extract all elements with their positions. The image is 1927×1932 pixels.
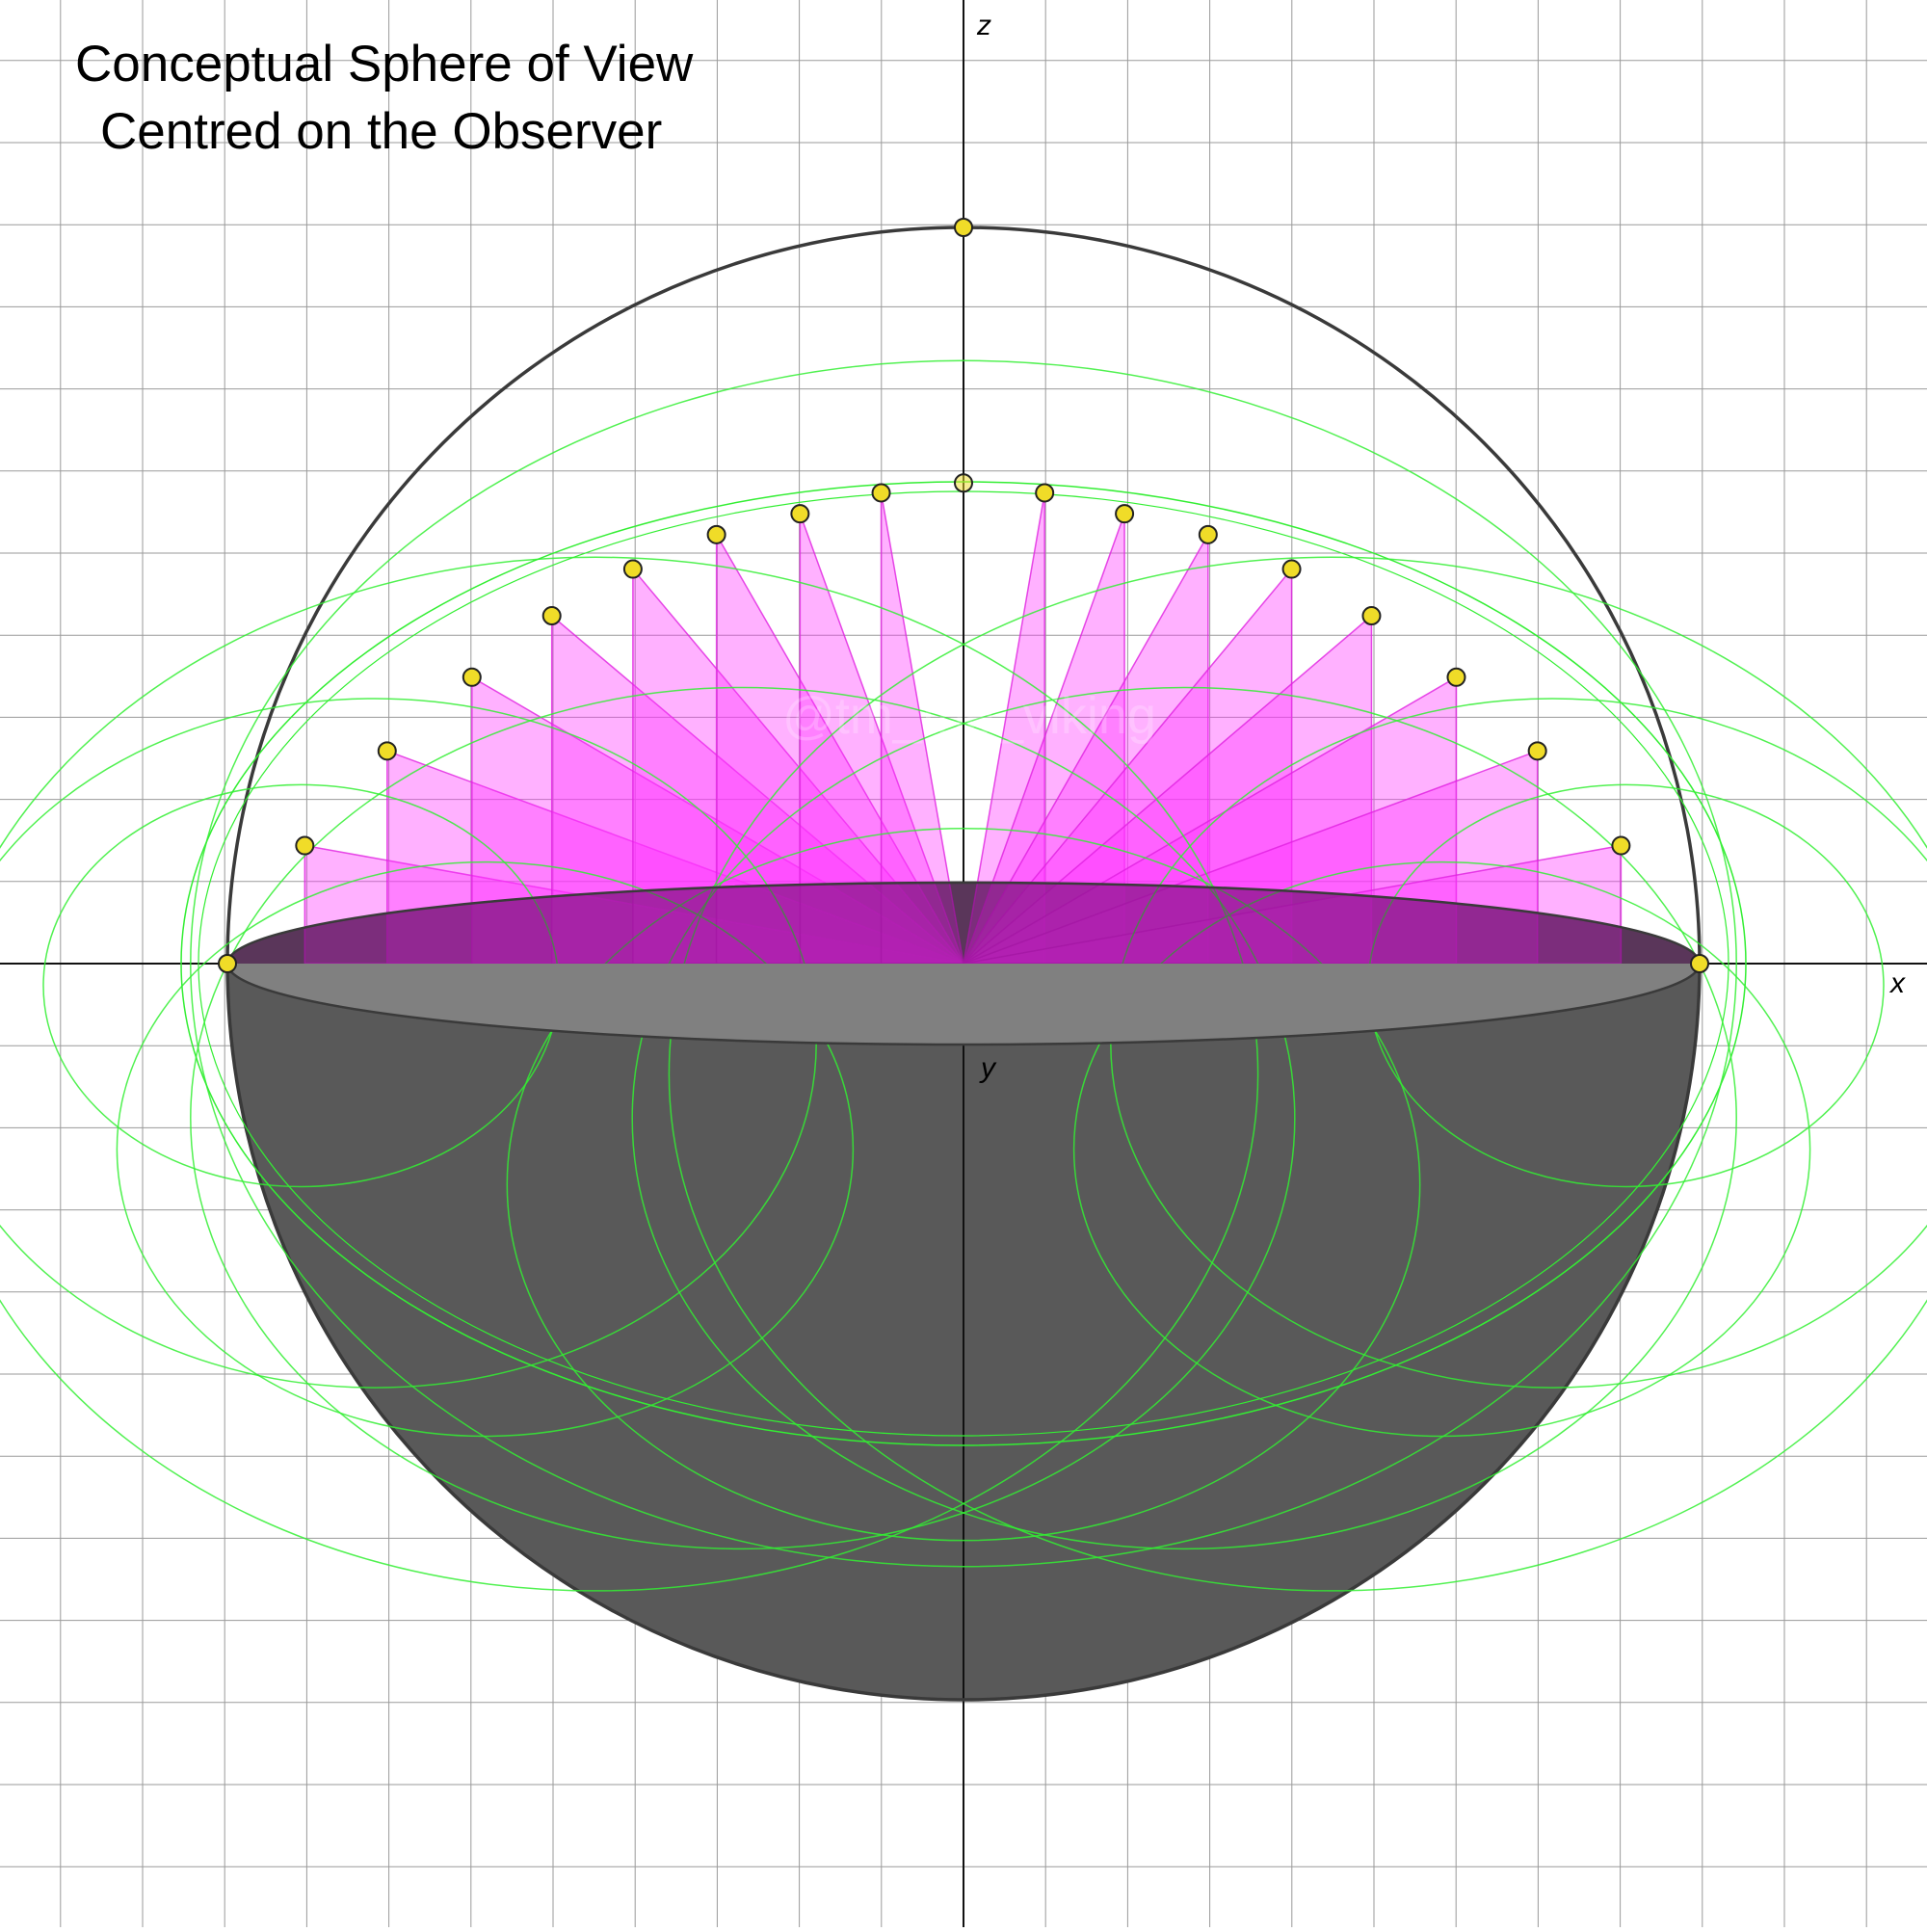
- title-line-2: Centred on the Observer: [100, 103, 663, 160]
- title-line-1: Conceptual Sphere of View: [75, 36, 694, 93]
- equator-disc-layer: [225, 881, 1702, 1046]
- point-marker: [954, 473, 973, 493]
- point-marker: [790, 504, 810, 524]
- equator-disc-back: [227, 883, 1700, 964]
- point-marker: [1115, 504, 1135, 524]
- point-marker: [1281, 559, 1302, 579]
- point-marker: [1198, 524, 1218, 544]
- green-circle: [190, 359, 1737, 1568]
- point-marker: [218, 954, 237, 973]
- watermark: @tm_the_viking: [782, 687, 1156, 745]
- y-axis-label: y: [981, 1052, 995, 1084]
- point-marker: [1361, 606, 1382, 626]
- green-circle: [668, 556, 1927, 1592]
- point-marker: [295, 835, 315, 856]
- green-circle: [116, 860, 855, 1438]
- point-marker: [622, 559, 643, 579]
- green-circle: [506, 827, 1421, 1542]
- equator-disc-front: [227, 964, 1700, 1045]
- green-circle: [190, 686, 1296, 1550]
- x-axis-label: x: [1890, 967, 1905, 999]
- point-marker: [1690, 954, 1709, 973]
- point-marker: [1035, 483, 1055, 503]
- point-marker: [1446, 667, 1466, 687]
- green-circle: [631, 686, 1737, 1550]
- point-marker: [954, 218, 973, 237]
- point-marker: [871, 483, 891, 503]
- point-markers: [218, 218, 1709, 973]
- green-circle: [1072, 860, 1811, 1438]
- z-axis-label: z: [977, 10, 991, 41]
- point-marker: [706, 524, 726, 544]
- green-circle: [0, 556, 1259, 1592]
- point-marker: [541, 606, 562, 626]
- point-marker: [377, 741, 397, 761]
- point-marker: [1611, 835, 1631, 856]
- point-marker: [1527, 741, 1547, 761]
- point-marker: [462, 667, 482, 687]
